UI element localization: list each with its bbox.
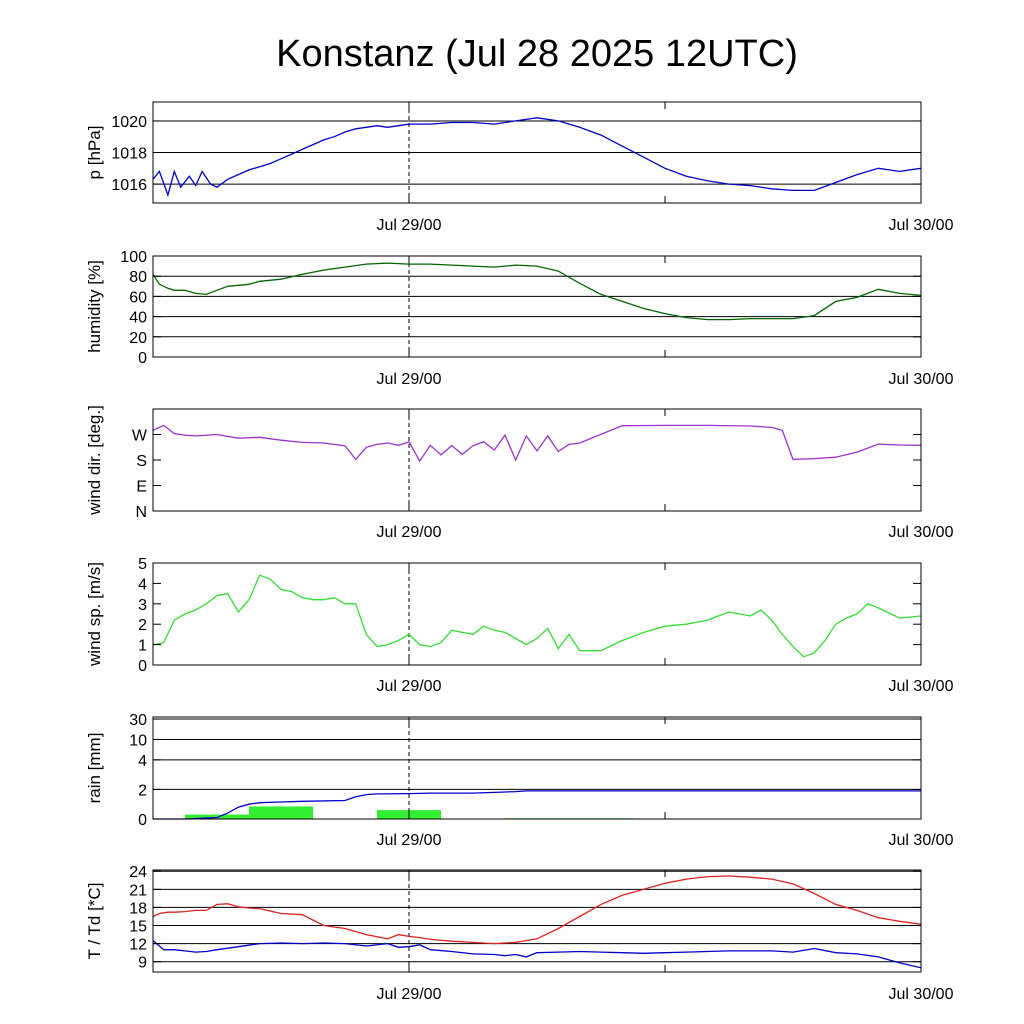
panel-rain: 0 2 4 10 30 Jul 29/00 Jul 30/00 rain [mm] <box>85 712 954 849</box>
x-tick-label: Jul 29/00 <box>377 217 442 234</box>
wind_direction-series-1 <box>152 424 922 463</box>
y-tick-label: 9 <box>138 955 147 972</box>
y-tick-label: 1020 <box>111 114 147 131</box>
y-axis-label: humidity [%] <box>85 260 104 353</box>
y-tick-label: 24 <box>129 864 147 881</box>
y-axis-label: T / Td [*C] <box>85 883 104 960</box>
y-tick-label: 15 <box>129 919 147 936</box>
y-tick-label: 5 <box>138 556 147 573</box>
y-tick-label: 10 <box>129 732 147 749</box>
x-tick-label: Jul 30/00 <box>889 371 954 388</box>
y-axis-label: wind sp. [m/s] <box>85 562 104 667</box>
x-tick-label: Jul 30/00 <box>889 986 954 1003</box>
x-tick-label: Jul 29/00 <box>377 524 442 541</box>
y-tick-label: 4 <box>138 753 147 770</box>
y-axis-label: wind dir. [deg.] <box>85 405 104 516</box>
panel-wind_speed: 0 1 2 3 4 5 Jul 29/00 Jul 30/00 wind sp. [m/s] <box>85 556 954 695</box>
y-tick-label: E <box>136 479 147 496</box>
y-tick-label: 2 <box>138 782 147 799</box>
humidity-series-1 <box>152 262 922 321</box>
y-tick-label: 1018 <box>111 146 147 163</box>
x-tick-label: Jul 30/00 <box>889 217 954 234</box>
plot-frame <box>152 255 922 358</box>
y-tick-label: S <box>136 453 147 470</box>
panel-humidity: 0 20 40 60 80 100 Jul 29/00 Jul 30/00 humidity [… <box>85 249 954 388</box>
y-tick-label: 100 <box>120 249 147 266</box>
y-tick-label: W <box>132 428 148 445</box>
y-axis-label: rain [mm] <box>85 733 104 804</box>
rain-bar <box>249 806 313 819</box>
temperature-series-1 <box>152 875 922 945</box>
y-tick-label: 1016 <box>111 177 147 194</box>
wind_speed-series-1 <box>152 574 922 658</box>
panel-pressure: 1016 1018 1020 Jul 29/00 Jul 30/00 p [hPa] <box>85 101 954 234</box>
y-tick-label: 0 <box>138 658 147 675</box>
y-tick-label: N <box>135 504 147 521</box>
y-tick-label: 60 <box>129 289 147 306</box>
x-tick-label: Jul 30/00 <box>889 678 954 695</box>
y-tick-label: 80 <box>129 269 147 286</box>
chart-title: Konstanz (Jul 28 2025 12UTC) <box>276 33 798 75</box>
y-tick-label: 3 <box>138 597 147 614</box>
y-tick-label: 12 <box>129 937 147 954</box>
y-tick-label: 40 <box>129 310 147 327</box>
y-tick-label: 4 <box>138 576 147 593</box>
plot-frame <box>152 562 922 666</box>
temperature-series-2 <box>152 940 922 969</box>
x-tick-label: Jul 29/00 <box>377 371 442 388</box>
rain-series-1 <box>153 790 921 820</box>
pressure-series-1 <box>152 117 922 198</box>
x-tick-label: Jul 29/00 <box>377 678 442 695</box>
y-tick-label: 20 <box>129 330 147 347</box>
y-tick-label: 21 <box>129 882 147 899</box>
x-tick-label: Jul 29/00 <box>377 832 442 849</box>
plot-frame <box>152 408 922 512</box>
x-tick-label: Jul 29/00 <box>377 986 442 1003</box>
y-axis-label: p [hPa] <box>85 126 104 180</box>
y-tick-label: 1 <box>138 638 147 655</box>
y-tick-label: 0 <box>138 350 147 367</box>
y-tick-label: 18 <box>129 900 147 917</box>
rain-bar <box>185 814 249 819</box>
x-tick-label: Jul 30/00 <box>889 524 954 541</box>
y-tick-label: 2 <box>138 617 147 634</box>
y-tick-label: 30 <box>129 712 147 729</box>
x-tick-label: Jul 30/00 <box>889 832 954 849</box>
plot-frame <box>152 869 922 973</box>
plot-frame <box>152 716 922 820</box>
y-tick-label: 0 <box>138 812 147 829</box>
